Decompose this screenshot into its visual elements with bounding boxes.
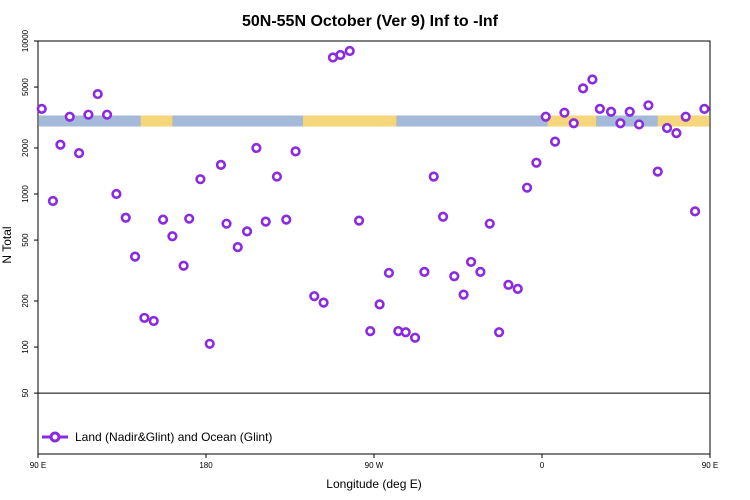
legend-label: Land (Nadir&Glint) and Ocean (Glint) (75, 430, 272, 444)
data-point (624, 106, 635, 117)
data-point (148, 315, 159, 327)
data-point (374, 299, 385, 310)
data-point (335, 49, 346, 61)
data-point (559, 107, 570, 118)
data-point (344, 45, 355, 57)
data-point (512, 283, 523, 294)
data-point (178, 260, 189, 271)
data-point (221, 218, 232, 229)
data-point (568, 118, 579, 129)
data-point (493, 327, 505, 338)
data-point (129, 251, 141, 262)
legend: Land (Nadir&Glint) and Ocean (Glint) (42, 430, 272, 444)
data-point (503, 279, 514, 290)
y-tick-label: 50 (21, 388, 30, 397)
data-point (594, 103, 605, 114)
data-point (73, 148, 85, 159)
data-point (92, 88, 103, 100)
data-point (83, 109, 94, 120)
x-tick-label: 90 W (365, 461, 384, 470)
data-point (680, 111, 691, 122)
data-point (195, 174, 206, 185)
data-point (318, 297, 329, 308)
data-point (409, 332, 421, 343)
data-point (400, 327, 411, 338)
data-point (260, 216, 271, 227)
data-point (521, 182, 533, 193)
y-tick-label: 10000 (21, 29, 30, 52)
data-point (699, 103, 710, 114)
data-point (281, 214, 292, 225)
data-point (47, 195, 59, 207)
data-point (652, 166, 663, 177)
data-point (271, 171, 283, 182)
x-tick-label: 180 (199, 461, 213, 470)
data-point (64, 111, 75, 122)
data-point (549, 136, 561, 147)
plot-frame (37, 40, 711, 455)
legend-marker-swatch (49, 431, 61, 443)
data-point (241, 226, 253, 237)
x-tick-label: 90 E (702, 461, 718, 470)
data-points (36, 45, 710, 349)
data-point (437, 211, 449, 222)
data-point (605, 106, 617, 117)
y-axis-ticks: 50 100 200 500 1000 2000 5000 10000 (21, 29, 38, 398)
data-point (689, 206, 701, 217)
data-point (120, 212, 131, 223)
data-point (111, 188, 122, 200)
data-point (383, 267, 395, 279)
data-point (215, 159, 227, 170)
data-point (615, 118, 626, 129)
y-axis-label: N Total (0, 226, 14, 263)
y-tick-label: 500 (21, 233, 30, 247)
data-point (633, 119, 645, 130)
x-axis-label: Longitude (deg E) (326, 477, 421, 491)
strip-land-0 (140, 115, 173, 127)
data-point (232, 241, 243, 253)
data-point (353, 215, 365, 226)
data-point (365, 326, 376, 337)
data-point (484, 218, 495, 229)
y-tick-label: 100 (21, 340, 30, 354)
chart-title: 50N-55N October (Ver 9) Inf to -Inf (242, 13, 499, 30)
data-point (157, 214, 169, 225)
y-tick-label: 200 (21, 294, 30, 308)
data-point (643, 100, 654, 111)
data-point (428, 171, 439, 182)
x-tick-label: 90 E (30, 461, 46, 470)
data-point (419, 266, 430, 277)
surface-strip (39, 115, 709, 127)
data-point (251, 142, 262, 154)
data-point (101, 109, 113, 120)
data-point (577, 83, 589, 94)
data-point (36, 103, 47, 114)
y-tick-label: 5000 (21, 78, 30, 96)
y-tick-label: 1000 (21, 185, 30, 203)
data-point (290, 146, 301, 157)
data-point (475, 266, 486, 277)
data-point (540, 111, 551, 122)
data-point (465, 256, 477, 268)
data-point (139, 312, 150, 324)
data-point (587, 74, 598, 85)
data-point (449, 271, 460, 282)
x-tick-label: 0 (540, 461, 545, 470)
data-point (167, 231, 178, 242)
y-tick-label: 2000 (21, 139, 30, 157)
data-point (671, 128, 682, 139)
data-point (458, 289, 469, 300)
data-point (204, 338, 215, 349)
data-point (309, 291, 320, 302)
data-point (184, 213, 195, 224)
strip-land-1 (303, 115, 397, 127)
data-point (531, 157, 542, 168)
data-point (661, 122, 673, 134)
data-point (55, 139, 66, 150)
